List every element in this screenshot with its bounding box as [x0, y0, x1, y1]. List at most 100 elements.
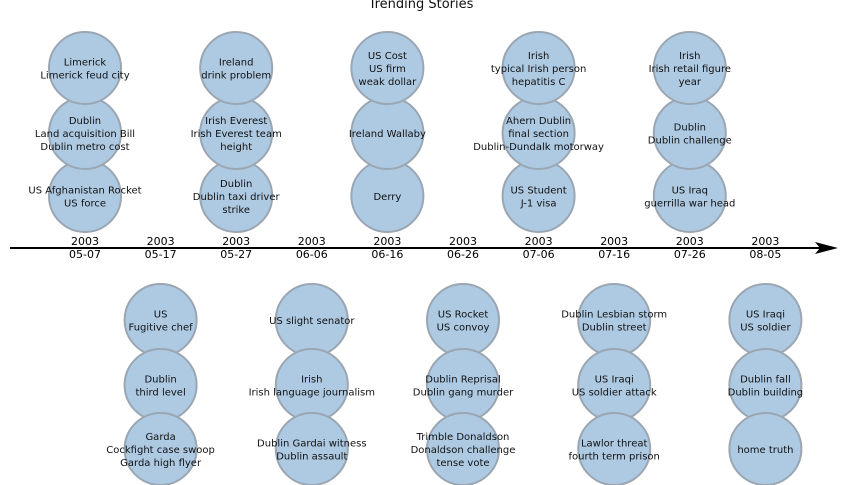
story-circle [274, 412, 349, 485]
story-bubble: Dublin Dublin taxi driver strike [193, 159, 281, 233]
date-label: 2003 05-27 [220, 235, 252, 261]
story-label-line: Ahern Dublin [506, 116, 571, 127]
date-label: 2003 07-26 [674, 235, 706, 261]
story-circle [350, 31, 425, 105]
chart-title: Trending Stories [368, 0, 474, 12]
story-bubble: US Iraqi US soldier [728, 283, 803, 357]
story-label-line: final section [508, 129, 569, 140]
story-bubble: US Cost US firm weak dollar [350, 31, 425, 105]
story-label-line: Irish language journalism [249, 388, 375, 399]
story-bubble: US Rocket US convoy [426, 283, 500, 357]
story-label-line: US [154, 310, 168, 321]
story-bubble: Dublin third level [123, 348, 198, 422]
story-bubble: Irish Everest Irish Everest team height [191, 96, 282, 170]
story-label-line: Limerick [64, 58, 107, 69]
story-label: US slight senator [269, 316, 355, 327]
date-day: 07-26 [674, 248, 706, 261]
story-label-line: Irish retail figure [649, 64, 731, 75]
date-label: 2003 06-06 [296, 235, 328, 261]
story-circle [652, 31, 727, 105]
story-label-line: year [679, 77, 702, 88]
story-bubble: US Iraq guerrilla war head [644, 159, 735, 233]
date-label: 2003 05-17 [145, 235, 177, 261]
date-day: 07-16 [598, 248, 630, 261]
date-day: 06-16 [371, 248, 403, 261]
story-label: Dublin Reprisal Dublin gang murder [413, 375, 514, 399]
story-bubble: Trimble Donaldson Donaldson challenge tens… [411, 412, 515, 485]
story-label: US Rocket US convoy [437, 310, 490, 334]
story-bubble: Irish typical Irish person hepatitis C [491, 31, 586, 105]
story-label: Irish Everest Irish Everest team height [191, 116, 282, 153]
story-label: Derry [373, 192, 401, 203]
date-day: 06-26 [447, 248, 479, 261]
story-bubbles: US Afghanistan Rocket US force Dublin Land … [28, 31, 803, 485]
story-label-line: Irish [679, 51, 700, 62]
story-label-line: Dublin Reprisal [425, 375, 500, 386]
date-label: 2003 05-07 [69, 235, 101, 261]
story-label-line: US slight senator [269, 316, 355, 327]
story-label-line: US convoy [437, 323, 490, 334]
story-bubble: Dublin Land acquisition Bill Dublin metro … [35, 96, 135, 170]
story-bubble: Ireland drink problem [199, 31, 274, 105]
story-label: US Student J-1 visa [510, 186, 566, 210]
story-label-line: US Afghanistan Rocket [28, 186, 141, 197]
date-label: 2003 08-05 [749, 235, 781, 261]
story-label-line: hepatitis C [512, 77, 566, 88]
story-label: Dublin Dublin taxi driver strike [193, 179, 281, 216]
date-year: 2003 [449, 235, 477, 248]
date-year: 2003 [751, 235, 779, 248]
story-label-line: tense vote [436, 458, 489, 469]
story-label: US Fugitive chef [129, 310, 194, 334]
story-label-line: Dublin [69, 116, 101, 127]
date-day: 05-27 [220, 248, 252, 261]
story-circle [501, 31, 576, 105]
story-bubble: Irish Irish language journalism [249, 348, 375, 422]
story-label-line: US Iraqi [746, 310, 785, 321]
story-label-line: height [220, 142, 252, 153]
date-day: 05-07 [69, 248, 101, 261]
story-bubble: US Fugitive chef [123, 283, 198, 357]
date-label: 2003 06-26 [447, 235, 479, 261]
story-label: home truth [737, 445, 793, 456]
date-label: 2003 07-06 [523, 235, 555, 261]
story-label-line: Land acquisition Bill [35, 129, 135, 140]
story-label-line: Dublin challenge [648, 136, 732, 147]
story-label-line: Ireland [219, 58, 254, 69]
story-label-line: Dublin fall [740, 375, 791, 386]
date-year: 2003 [222, 235, 250, 248]
story-circle [199, 31, 274, 105]
story-label-line: Dublin metro cost [40, 142, 129, 153]
story-label-line: Dublin [144, 375, 176, 386]
story-label: Dublin third level [135, 375, 185, 399]
story-label-line: Lawlor threat [581, 439, 647, 450]
story-label-line: Dublin Gardai witness [257, 439, 367, 450]
story-label: Irish Irish language journalism [249, 375, 375, 399]
date-label: 2003 06-16 [371, 235, 403, 261]
story-label-line: US force [64, 199, 106, 210]
story-label: US Iraqi US soldier attack [572, 375, 657, 399]
story-bubble: home truth [728, 412, 803, 485]
story-label-line: US Cost [368, 51, 407, 62]
story-label: Dublin Dublin challenge [648, 123, 732, 147]
date-year: 2003 [71, 235, 99, 248]
story-bubble: Ireland Wallaby [349, 96, 426, 170]
story-label-line: Derry [373, 192, 401, 203]
story-label: US Iraq guerrilla war head [644, 186, 735, 210]
story-bubble: US Afghanistan Rocket US force [28, 159, 142, 233]
story-label: Ireland drink problem [201, 58, 271, 82]
story-label: Irish Irish retail figure year [649, 51, 731, 88]
story-label-line: Irish [528, 51, 549, 62]
story-label: Ahern Dublin final section Dublin-Dundalk … [473, 116, 604, 153]
timeline-axis [10, 242, 838, 254]
story-bubble: Limerick Limerick feud city [40, 31, 130, 105]
story-label-line: Garda high flyer [120, 458, 202, 469]
story-label: Dublin Gardai witness Dublin assault [257, 439, 367, 463]
story-label-line: US soldier [740, 323, 791, 334]
story-bubble: Dublin fall Dublin building [728, 348, 803, 422]
story-bubble: Dublin Dublin challenge [648, 96, 732, 170]
story-label-line: guerrilla war head [644, 199, 735, 210]
story-label: Irish typical Irish person hepatitis C [491, 51, 586, 88]
story-label-line: US Iraqi [595, 375, 634, 386]
